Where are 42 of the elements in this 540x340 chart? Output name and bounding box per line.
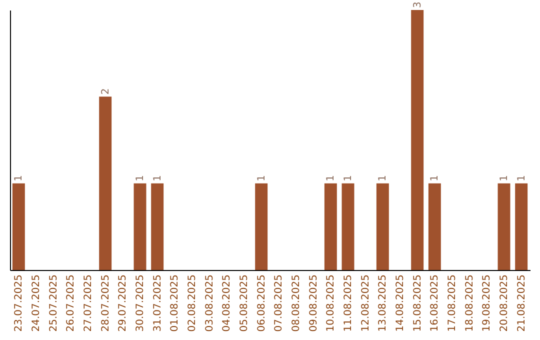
- x-tick-label: 27.07.2025: [83, 274, 94, 332]
- data-label: 1: [516, 174, 528, 182]
- x-tick-label: 08.08.2025: [291, 274, 302, 332]
- x-tick-label: 25.07.2025: [48, 274, 60, 332]
- data-label: 1: [430, 174, 441, 182]
- x-tick-label: 20.08.2025: [499, 274, 510, 332]
- x-tick-label: 17.08.2025: [447, 274, 458, 332]
- data-label: 2: [100, 88, 112, 95]
- data-label: 1: [343, 174, 354, 182]
- x-tick-label: 09.08.2025: [308, 274, 320, 332]
- x-tick-label: 04.08.2025: [222, 274, 233, 332]
- x-tick-label: 31.07.2025: [152, 274, 164, 332]
- x-tick-label: 11.08.2025: [343, 274, 354, 332]
- data-label: 1: [152, 174, 164, 182]
- data-label: 3: [412, 2, 424, 8]
- x-tick-label: 30.07.2025: [135, 274, 146, 332]
- x-tick-label: 18.08.2025: [464, 274, 476, 332]
- x-tick-label: 10.08.2025: [326, 274, 337, 332]
- x-tick-label: 14.08.2025: [395, 274, 406, 332]
- data-label: 1: [256, 174, 268, 182]
- x-tick-label: 23.07.2025: [14, 274, 25, 332]
- data-label: 1: [499, 174, 510, 182]
- x-tick-label: 26.07.2025: [66, 274, 77, 332]
- x-tick-label: 15.08.2025: [412, 274, 424, 332]
- x-tick-label: 28.07.2025: [100, 274, 112, 332]
- x-tick-label: 07.08.2025: [274, 274, 285, 332]
- data-label: 1: [14, 174, 25, 182]
- x-tick-label: 24.07.2025: [31, 274, 42, 332]
- x-tick-label: 12.08.2025: [360, 274, 372, 332]
- x-tick-label: 16.08.2025: [430, 274, 441, 332]
- x-tick-label: 29.07.2025: [118, 274, 129, 332]
- x-tick-label: 01.08.2025: [170, 274, 181, 332]
- data-label: 1: [135, 174, 146, 182]
- x-tick-label: 06.08.2025: [256, 274, 268, 332]
- x-tick-label: 02.08.2025: [187, 274, 198, 332]
- x-tick-label: 21.08.2025: [516, 274, 528, 332]
- x-tick-label: 13.08.2025: [378, 274, 389, 332]
- data-label: 1: [326, 174, 337, 182]
- x-tick-label: 19.08.2025: [482, 274, 493, 332]
- x-tick-label: 05.08.2025: [239, 274, 250, 332]
- data-label: 1: [378, 174, 389, 182]
- x-tick-label: 03.08.2025: [204, 274, 216, 332]
